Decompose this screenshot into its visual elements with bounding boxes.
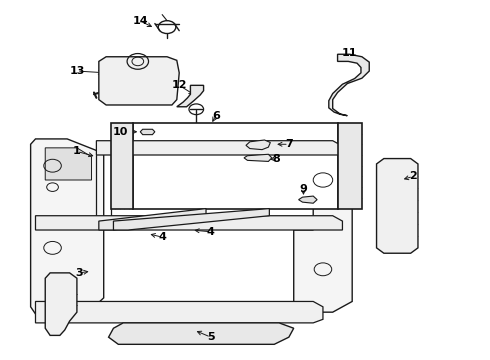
Text: 12: 12 xyxy=(172,80,187,90)
Polygon shape xyxy=(133,123,338,208)
Text: 13: 13 xyxy=(69,66,85,76)
Polygon shape xyxy=(35,301,323,323)
Polygon shape xyxy=(111,123,133,208)
Polygon shape xyxy=(177,85,203,107)
Text: 10: 10 xyxy=(113,127,128,137)
Text: 4: 4 xyxy=(158,232,166,242)
Text: 5: 5 xyxy=(207,332,215,342)
Polygon shape xyxy=(376,158,418,253)
Polygon shape xyxy=(97,141,343,155)
Text: 7: 7 xyxy=(285,139,293,149)
Text: 9: 9 xyxy=(299,184,307,194)
Polygon shape xyxy=(294,141,352,312)
Polygon shape xyxy=(244,154,272,161)
Text: 4: 4 xyxy=(207,227,215,237)
Polygon shape xyxy=(30,139,104,316)
Polygon shape xyxy=(109,323,294,344)
Text: 11: 11 xyxy=(342,48,358,58)
Polygon shape xyxy=(35,216,343,230)
Polygon shape xyxy=(99,208,206,230)
Polygon shape xyxy=(45,273,77,336)
Text: 8: 8 xyxy=(273,154,281,163)
Text: 14: 14 xyxy=(132,16,148,26)
Polygon shape xyxy=(99,57,179,105)
Text: 3: 3 xyxy=(75,268,83,278)
Polygon shape xyxy=(329,54,369,116)
Text: 6: 6 xyxy=(212,111,220,121)
Polygon shape xyxy=(338,123,362,208)
Text: 2: 2 xyxy=(409,171,417,181)
Text: 1: 1 xyxy=(73,147,81,157)
Polygon shape xyxy=(140,129,155,135)
Polygon shape xyxy=(114,208,270,230)
Polygon shape xyxy=(45,148,92,180)
Polygon shape xyxy=(246,140,270,150)
Polygon shape xyxy=(298,196,317,203)
